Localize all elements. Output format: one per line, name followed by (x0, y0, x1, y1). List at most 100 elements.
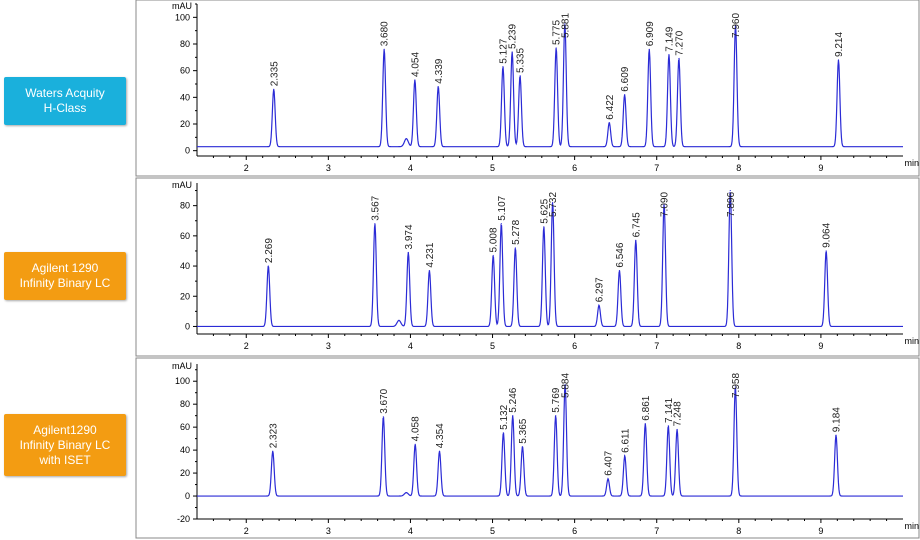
peak-label: 2.269 (264, 238, 275, 263)
peak-label: 4.054 (410, 52, 421, 77)
chromatogram-trace (197, 24, 903, 148)
y-tick-label: 80 (180, 39, 190, 49)
peak-marker (552, 202, 554, 204)
x-tick-label: 7 (654, 526, 659, 536)
peak-label: 2.335 (269, 61, 280, 86)
x-tick-label: 7 (654, 341, 659, 351)
peak-label: 5.335 (516, 48, 527, 73)
x-tick-label: 7 (654, 163, 659, 173)
peak-label: 6.422 (605, 94, 616, 119)
x-tick-label: 9 (818, 163, 823, 173)
x-tick-label: 8 (736, 526, 741, 536)
x-tick-label: 5 (490, 341, 495, 351)
peak-marker (825, 250, 827, 252)
peak-label: 3.567 (370, 195, 381, 220)
peak-marker (668, 54, 670, 56)
peak-marker (734, 386, 736, 388)
peak-marker (608, 122, 610, 124)
instrument-label-line: H-Class (43, 101, 87, 115)
peak-label: 7.958 (731, 373, 742, 398)
peak-label: 5.239 (508, 24, 519, 49)
peak-marker (734, 24, 737, 26)
peak-marker (624, 455, 626, 457)
x-tick-label: 4 (408, 163, 413, 173)
y-tick-label: 80 (180, 201, 190, 211)
chromatogram-trace (197, 191, 903, 328)
y-tick-label: 60 (180, 66, 190, 76)
instrument-label-line: with ISET (39, 452, 91, 467)
y-tick-label: 60 (180, 231, 190, 241)
chromatogram-panel-2: mAU 0 20 40 60 80 2 3 4 5 6 7 8 9 min 2.269 3.567 3.974 4.… (135, 177, 920, 357)
peak-marker (667, 425, 669, 427)
peak-label: 9.184 (832, 407, 843, 432)
x-tick-label: 4 (408, 341, 413, 351)
x-tick-label: 2 (244, 526, 249, 536)
x-unit-label: min (904, 521, 919, 531)
peak-marker (407, 251, 409, 254)
peak-marker (729, 189, 731, 192)
peak-marker (500, 223, 502, 225)
y-tick-label: 0 (185, 146, 190, 156)
peak-marker (511, 51, 513, 53)
peak-marker (676, 428, 678, 431)
peak-label: 7.960 (731, 13, 742, 38)
peak-label: 5.107 (497, 195, 508, 220)
peak-label: 9.064 (822, 222, 833, 247)
x-tick-label: 3 (326, 526, 331, 536)
peak-label: 6.909 (645, 21, 656, 46)
peak-label: 6.546 (615, 242, 626, 267)
y-axis-label: mAU (172, 361, 192, 371)
peak-label: 3.680 (380, 21, 391, 46)
peak-label: 7.270 (674, 30, 685, 55)
instrument-label-line: Infinity Binary LC (19, 276, 111, 290)
peak-label: 7.248 (673, 401, 684, 426)
peak-marker (618, 269, 621, 272)
peak-label: 5.132 (499, 404, 510, 429)
peak-label: 3.670 (379, 388, 390, 413)
x-tick-label: 3 (326, 163, 331, 173)
peak-marker (273, 88, 275, 90)
peak-label: 5.769 (551, 387, 562, 412)
x-tick-label: 3 (326, 341, 331, 351)
peak-label: 5.127 (499, 38, 510, 63)
peak-marker (438, 450, 441, 452)
peak-label: 5.246 (508, 387, 519, 412)
peak-label: 5.775 (552, 20, 563, 45)
chromatogram-panel-1: mAU 0 20 40 60 80 100 2 3 4 5 6 7 8 9 min 2.335 3.680 4.05… (135, 0, 920, 177)
peak-marker (564, 384, 566, 386)
peak-label: 5.881 (560, 13, 571, 38)
peak-marker (564, 23, 566, 25)
panel-border (135, 357, 920, 539)
x-tick-label: 6 (572, 526, 577, 536)
peak-marker (648, 48, 650, 50)
peak-marker (635, 239, 637, 241)
peak-label: 5.884 (561, 373, 572, 398)
y-tick-label: 100 (175, 12, 190, 22)
y-tick-label: 0 (185, 491, 190, 501)
peak-marker (492, 254, 494, 257)
y-axis-label: mAU (172, 180, 192, 190)
peak-marker (555, 47, 557, 49)
x-tick-label: 9 (818, 341, 823, 351)
peak-marker (543, 226, 545, 228)
peak-marker (383, 48, 385, 50)
x-unit-label: min (904, 158, 919, 168)
peak-label: 5.625 (539, 198, 550, 223)
peak-marker (398, 319, 400, 322)
peak-marker (382, 416, 384, 418)
y-tick-label: 40 (180, 261, 190, 271)
peak-marker (272, 450, 274, 452)
peak-marker (405, 138, 407, 140)
peak-marker (374, 223, 376, 225)
x-tick-label: 5 (490, 526, 495, 536)
instrument-label-waters: Waters Acquity H-Class (4, 77, 126, 125)
peak-label: 4.354 (435, 423, 446, 448)
peak-label: 4.339 (434, 58, 445, 83)
y-tick-label: 40 (180, 445, 190, 455)
peak-marker (835, 434, 837, 436)
x-unit-label: min (904, 336, 919, 346)
peak-marker (837, 59, 840, 61)
peak-label: 6.297 (595, 277, 606, 302)
x-tick-label: 9 (818, 526, 823, 536)
